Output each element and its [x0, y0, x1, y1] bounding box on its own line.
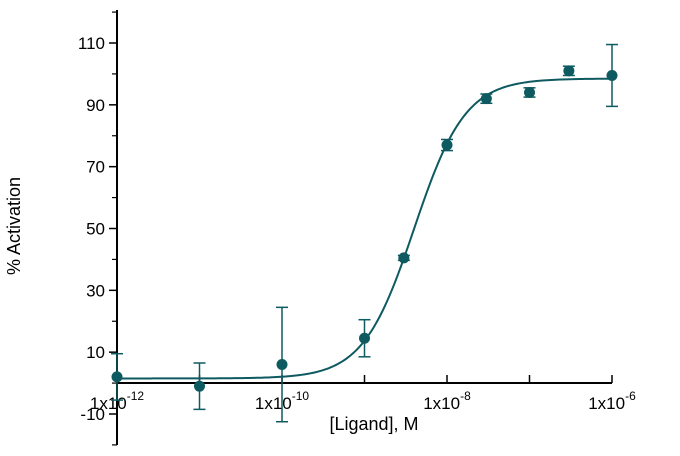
- data-point: [276, 359, 288, 371]
- y-tick-label: 110: [78, 34, 105, 53]
- x-tick-base: 1x10: [90, 394, 127, 413]
- data-point: [359, 332, 370, 344]
- data-point: [194, 380, 205, 392]
- x-tick-base: 1x10: [255, 394, 292, 413]
- y-tick-label: 50: [86, 220, 105, 239]
- x-tick-exponent: -6: [625, 389, 636, 403]
- data-point: [606, 69, 618, 81]
- y-tick-label: 70: [86, 158, 105, 177]
- data-point-group: [480, 93, 493, 105]
- data-point: [524, 86, 535, 98]
- data-point-group: [193, 362, 206, 411]
- x-tick-base: 1x10: [588, 394, 625, 413]
- y-tick-label: 30: [86, 281, 105, 300]
- data-point-group: [523, 86, 536, 98]
- data-point: [480, 93, 492, 105]
- x-tick-exponent: -10: [292, 389, 310, 403]
- y-axis: -10 10 30 50 70 90 110: [78, 10, 118, 446]
- data-point-group: [111, 352, 123, 401]
- x-axis: 1x10-12 1x10-10 1x10-8 1x10-6: [90, 375, 636, 413]
- data-point-group: [606, 43, 618, 108]
- data-point: [398, 252, 410, 264]
- x-axis-label: [Ligand], M: [329, 414, 418, 434]
- x-tick-exponent: -12: [127, 389, 145, 403]
- x-tick-label: 1x10-8: [423, 389, 471, 413]
- data-point-group: [276, 306, 288, 423]
- x-tick-exponent: -8: [460, 389, 471, 403]
- y-tick-label: 10: [86, 343, 105, 362]
- data-point-group: [441, 138, 453, 152]
- y-tick-label: 90: [86, 96, 105, 115]
- data-point: [111, 371, 123, 383]
- data-point-group: [562, 65, 575, 77]
- data-point-group: [397, 252, 410, 264]
- data-point-group: [358, 318, 371, 358]
- y-tick-label: -10: [80, 405, 105, 424]
- data-point: [441, 139, 453, 151]
- x-tick-base: 1x10: [423, 394, 460, 413]
- y-axis-label: % Activation: [4, 177, 24, 275]
- data-points-layer: [111, 43, 618, 423]
- data-point: [563, 65, 575, 77]
- x-tick-label: 1x10-6: [588, 389, 636, 413]
